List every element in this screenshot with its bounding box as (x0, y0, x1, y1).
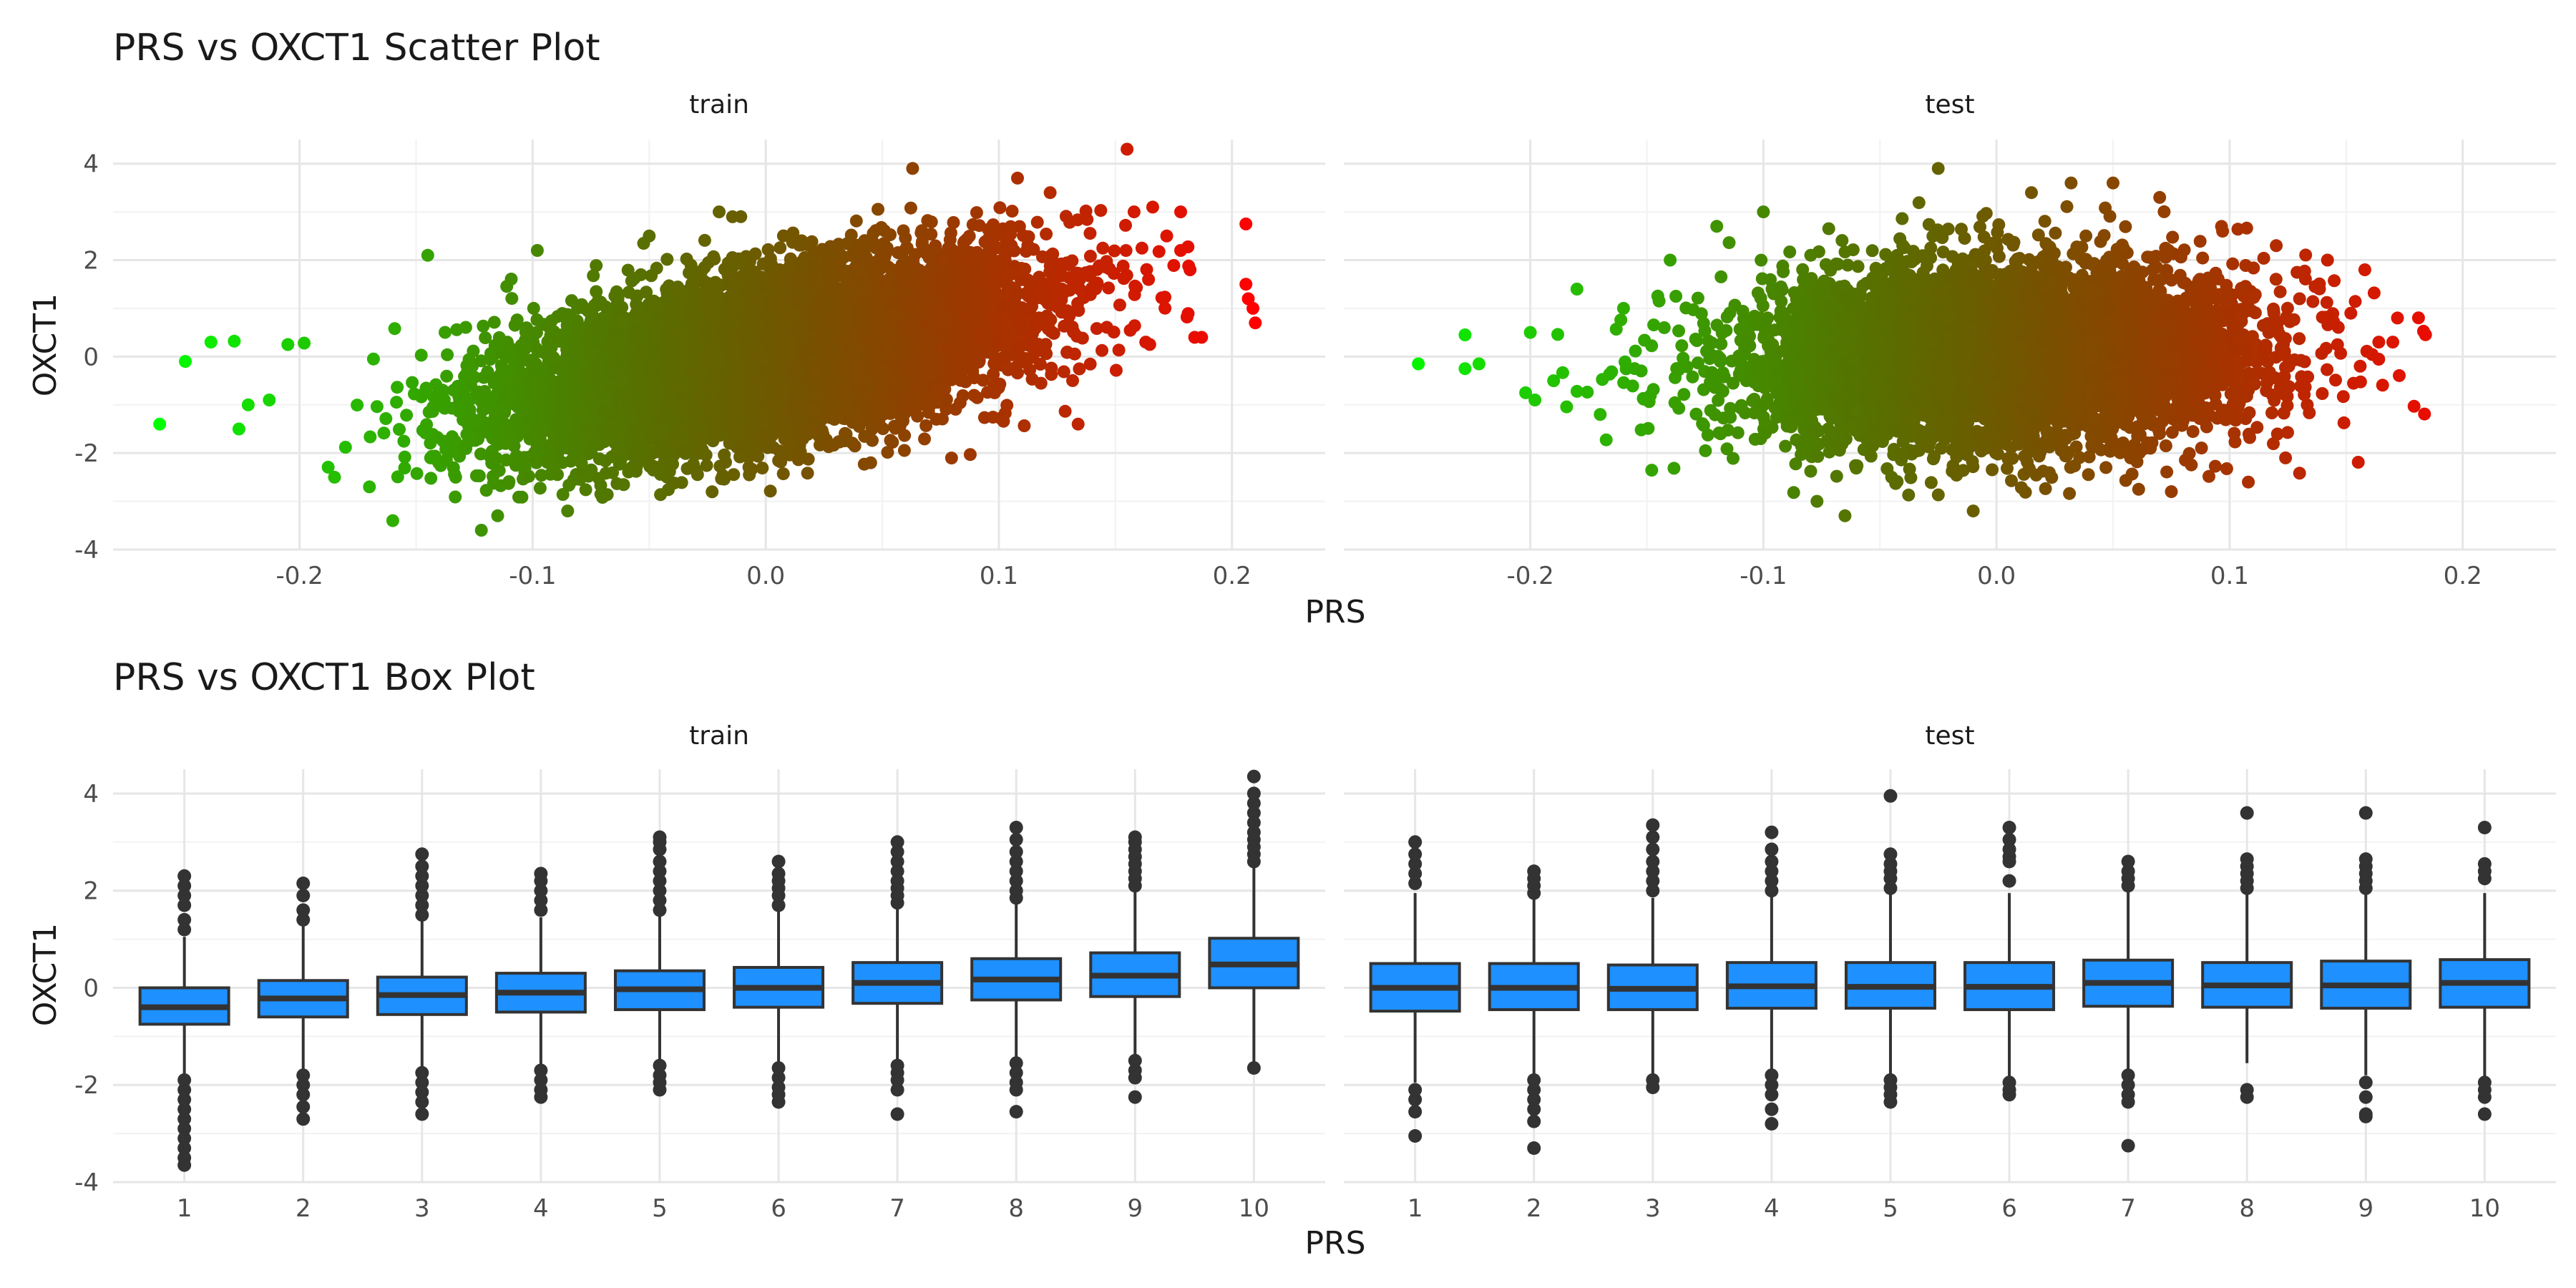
scatter-point (440, 369, 454, 383)
scatter-point (706, 485, 719, 499)
scatter-title: PRS vs OXCT1 Scatter Plot (113, 26, 600, 69)
scatter-point (617, 478, 630, 492)
scatter-y-tick-label: 0 (83, 343, 99, 371)
scatter-point (967, 389, 981, 402)
scatter-point (393, 423, 406, 436)
scatter-y-tick-label: 2 (83, 247, 99, 275)
scatter-point (700, 459, 713, 472)
scatter-point (533, 482, 547, 495)
scatter-point (406, 376, 419, 389)
scatter-point (849, 214, 863, 228)
scatter-point (527, 301, 540, 315)
scatter-point (1057, 365, 1070, 379)
scatter-point (479, 331, 492, 344)
scatter-point (1005, 205, 1019, 218)
scatter-point (687, 457, 700, 471)
scatter-point (1030, 215, 1044, 229)
scatter-point (1119, 244, 1133, 258)
scatter-x-tick-label: 0.2 (1213, 562, 1252, 590)
scatter-point (441, 348, 454, 361)
scatter-point (970, 206, 983, 220)
scatter-point (897, 444, 911, 457)
scatter-point (391, 381, 404, 394)
scatter-point (848, 439, 862, 453)
scatter-point (1109, 364, 1123, 377)
scatter-point-cloud (321, 201, 1196, 504)
scatter-point (784, 253, 797, 266)
scatter-x-tick-label: -0.2 (275, 562, 323, 590)
scatter-x-tick-label: -0.1 (509, 562, 556, 590)
scatter-point (877, 422, 889, 436)
scatter-point (1119, 218, 1132, 232)
scatter-point (487, 316, 501, 329)
scatter-point (1083, 227, 1097, 240)
scatter-point (774, 241, 787, 255)
scatter-point (364, 430, 377, 444)
scatter-point (924, 215, 938, 229)
scatter-point (1094, 204, 1108, 218)
scatter-point (439, 326, 452, 339)
scatter-point (622, 286, 635, 299)
scatter-y-tick-label: 4 (83, 150, 99, 179)
scatter-point (1040, 228, 1053, 241)
scatter-point (472, 469, 486, 482)
scatter-x-tick-label: 0.1 (980, 562, 1018, 590)
scatter-point (414, 348, 428, 362)
scatter-facet-label: train (689, 90, 749, 119)
scatter-point (915, 224, 929, 238)
scatter-point (410, 467, 424, 480)
scatter-x-tick-label: 0.0 (746, 562, 785, 590)
scatter-panel-train: -0.2 -0.1 0.0 0.1 0.2 -4 -2 0 2 4 train (74, 90, 1325, 590)
scatter-y-tick-label: -4 (74, 536, 99, 565)
scatter-point (1112, 343, 1126, 357)
scatter-point (1018, 419, 1031, 432)
scatter-point (1000, 399, 1014, 412)
scatter-point (1102, 281, 1116, 295)
scatter-point (756, 462, 769, 475)
scatter-point (935, 412, 949, 426)
scatter-point (587, 269, 600, 283)
scatter-point (776, 467, 790, 481)
scatter-point (1046, 247, 1060, 260)
scatter-point (590, 259, 603, 273)
scatter-point (1020, 274, 1033, 288)
scatter-point (881, 446, 894, 459)
scatter-point (919, 419, 933, 432)
scatter-point (981, 386, 994, 399)
scatter-point (801, 467, 814, 480)
scatter-point (734, 210, 748, 223)
scatter-point (1066, 374, 1079, 387)
scatter-point (993, 201, 1007, 215)
scatter-point (366, 352, 380, 366)
scatter-y-tick-label: -2 (74, 439, 99, 468)
